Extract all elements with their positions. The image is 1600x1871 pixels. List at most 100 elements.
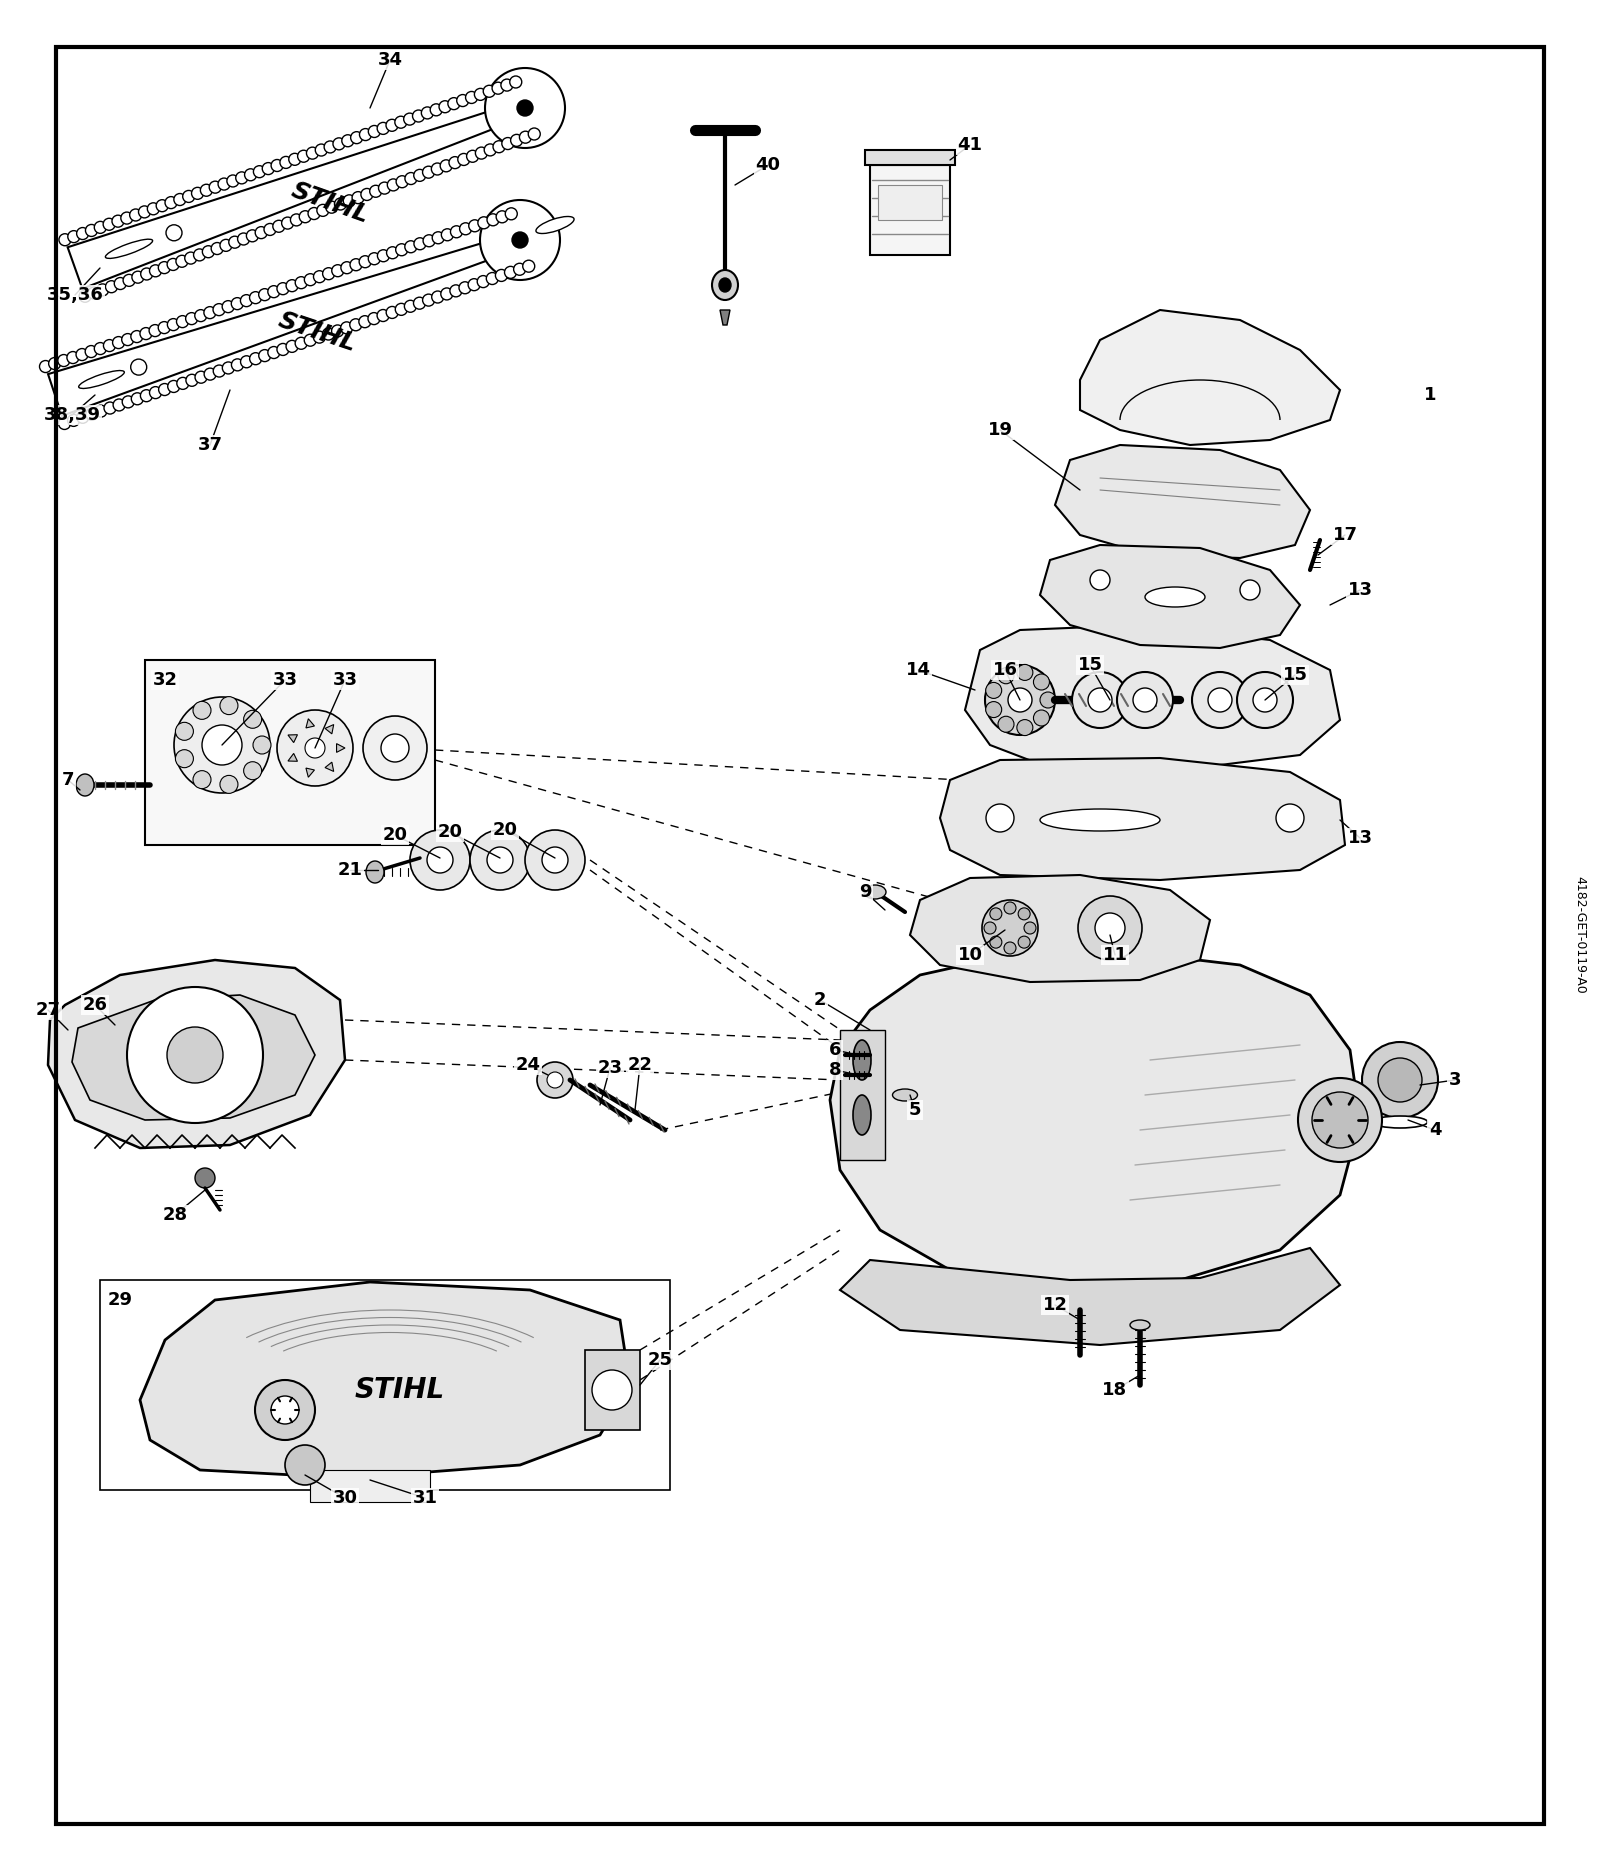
Circle shape xyxy=(387,180,400,191)
Text: STIHL: STIHL xyxy=(275,309,360,357)
Circle shape xyxy=(243,761,262,780)
Circle shape xyxy=(459,223,472,234)
Circle shape xyxy=(1018,664,1034,681)
Circle shape xyxy=(186,312,198,326)
Circle shape xyxy=(1024,922,1037,934)
Circle shape xyxy=(250,292,261,303)
Text: 23: 23 xyxy=(597,1059,622,1078)
Circle shape xyxy=(395,243,408,256)
Text: 21: 21 xyxy=(338,861,363,879)
Text: 38,39: 38,39 xyxy=(43,406,101,425)
Text: 4: 4 xyxy=(1429,1121,1442,1139)
Polygon shape xyxy=(1080,311,1341,445)
Bar xyxy=(840,1031,885,1160)
Text: 28: 28 xyxy=(163,1207,187,1224)
Circle shape xyxy=(362,189,373,200)
Circle shape xyxy=(1298,1078,1382,1162)
Circle shape xyxy=(94,406,107,417)
Circle shape xyxy=(1253,689,1277,713)
Circle shape xyxy=(237,234,250,245)
Circle shape xyxy=(982,900,1038,956)
Circle shape xyxy=(270,159,283,172)
Circle shape xyxy=(1090,571,1110,589)
Text: 5: 5 xyxy=(909,1100,922,1119)
Circle shape xyxy=(523,260,534,271)
Circle shape xyxy=(370,185,382,196)
Circle shape xyxy=(149,387,162,399)
Circle shape xyxy=(1237,672,1293,728)
Circle shape xyxy=(246,230,258,241)
Circle shape xyxy=(131,331,142,342)
Circle shape xyxy=(326,202,338,213)
Circle shape xyxy=(386,307,398,318)
Circle shape xyxy=(520,131,531,144)
Circle shape xyxy=(182,191,195,202)
Bar xyxy=(310,1471,430,1502)
Circle shape xyxy=(77,228,88,239)
Circle shape xyxy=(131,271,144,283)
Circle shape xyxy=(166,225,182,241)
Circle shape xyxy=(504,266,517,279)
Text: 29: 29 xyxy=(107,1291,133,1310)
Circle shape xyxy=(438,101,451,112)
Polygon shape xyxy=(870,165,950,254)
Text: 32: 32 xyxy=(152,672,178,689)
Circle shape xyxy=(139,327,152,341)
Circle shape xyxy=(77,412,88,423)
Circle shape xyxy=(174,698,270,793)
Polygon shape xyxy=(941,758,1346,879)
Circle shape xyxy=(229,236,240,249)
Circle shape xyxy=(203,307,216,318)
Circle shape xyxy=(286,341,298,352)
Circle shape xyxy=(1018,907,1030,921)
Circle shape xyxy=(126,988,262,1123)
Circle shape xyxy=(158,262,170,273)
Circle shape xyxy=(483,86,496,97)
Circle shape xyxy=(253,167,266,178)
Circle shape xyxy=(1040,692,1056,707)
Circle shape xyxy=(158,384,171,395)
Circle shape xyxy=(253,735,270,754)
Circle shape xyxy=(1208,689,1232,713)
Text: STIHL: STIHL xyxy=(355,1375,445,1403)
Circle shape xyxy=(427,848,453,874)
Text: 8: 8 xyxy=(829,1061,842,1080)
Circle shape xyxy=(291,213,302,226)
Circle shape xyxy=(219,775,238,793)
Circle shape xyxy=(331,264,344,277)
Ellipse shape xyxy=(864,885,886,898)
Circle shape xyxy=(405,299,416,312)
Circle shape xyxy=(342,135,354,146)
Circle shape xyxy=(259,350,270,361)
Circle shape xyxy=(58,354,70,367)
Circle shape xyxy=(277,709,354,786)
Ellipse shape xyxy=(718,279,731,292)
Circle shape xyxy=(387,247,398,258)
Text: 14: 14 xyxy=(906,660,931,679)
Circle shape xyxy=(200,183,213,196)
Circle shape xyxy=(986,683,1002,698)
Circle shape xyxy=(493,82,504,94)
Circle shape xyxy=(168,318,179,331)
Circle shape xyxy=(85,346,98,357)
Circle shape xyxy=(1078,896,1142,960)
Circle shape xyxy=(139,206,150,217)
Circle shape xyxy=(998,717,1014,732)
Circle shape xyxy=(78,290,91,303)
Circle shape xyxy=(422,167,435,178)
Text: 35,36: 35,36 xyxy=(46,286,104,303)
Circle shape xyxy=(59,234,70,245)
Circle shape xyxy=(990,907,1002,921)
Circle shape xyxy=(106,281,117,292)
Circle shape xyxy=(467,150,478,163)
Text: 27: 27 xyxy=(35,1001,61,1020)
Circle shape xyxy=(202,245,214,258)
Circle shape xyxy=(378,122,389,135)
Circle shape xyxy=(304,335,317,346)
Circle shape xyxy=(88,286,99,299)
Circle shape xyxy=(331,326,344,337)
Circle shape xyxy=(250,354,262,365)
Text: 16: 16 xyxy=(992,660,1018,679)
Circle shape xyxy=(413,110,424,122)
Polygon shape xyxy=(48,960,346,1149)
